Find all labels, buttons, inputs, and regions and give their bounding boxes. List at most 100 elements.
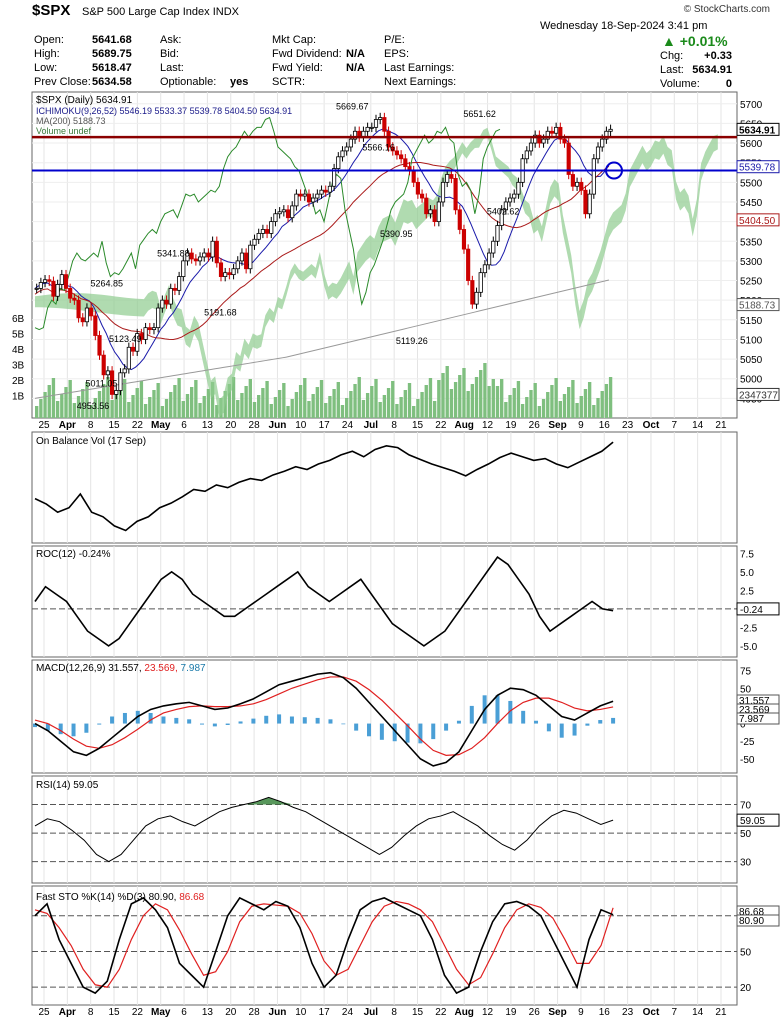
- volume-bar: [344, 398, 349, 418]
- volume-bar: [512, 388, 516, 418]
- volume-bar: [504, 402, 508, 418]
- candle-body: [344, 146, 349, 152]
- price-annotation: 5264.85: [91, 279, 124, 289]
- price-tag-label: 23.569: [739, 705, 770, 716]
- candle-body: [562, 138, 567, 144]
- candle-body: [248, 244, 253, 270]
- volume-bar: [315, 387, 320, 418]
- highlight-circle: [605, 161, 623, 180]
- price-annotation: 5566.16: [362, 142, 395, 152]
- candle-body: [63, 274, 69, 289]
- candle-body: [554, 126, 559, 134]
- candle-body: [574, 181, 580, 187]
- price-tag-label: 5404.50: [739, 216, 776, 227]
- price-tag-label: 2347377: [739, 390, 778, 401]
- volume-bar: [453, 382, 458, 418]
- volume-bar: [43, 392, 47, 418]
- y-tick-label: 5600: [740, 139, 763, 150]
- lagging-span: [34, 116, 501, 331]
- candle-body: [382, 117, 387, 132]
- candle-body: [319, 189, 324, 195]
- candle-body: [419, 193, 425, 199]
- volume-bar: [361, 400, 366, 418]
- macd-histogram-bar: [225, 723, 230, 725]
- candle-body: [130, 346, 136, 352]
- volume-bar: [122, 379, 127, 418]
- y-tick-label: 5450: [740, 198, 763, 209]
- candle-body: [181, 260, 186, 278]
- x-tick-label: Jul: [364, 420, 379, 431]
- candle-body: [143, 327, 148, 340]
- x-tick-label: Jul: [364, 1007, 379, 1018]
- volume-bar: [236, 400, 240, 418]
- quote-value: 5634.58: [92, 76, 132, 88]
- x-tick-label: Aug: [454, 1007, 473, 1018]
- candle-body: [298, 193, 303, 197]
- macd-histogram-bar: [546, 723, 551, 732]
- candle-body: [570, 174, 575, 187]
- volume-bar: [403, 390, 407, 418]
- volume-bar: [93, 398, 97, 418]
- volume-bar: [391, 381, 395, 418]
- volume-bar: [102, 384, 106, 418]
- x-tick-label: 6: [181, 420, 187, 431]
- volume-bar: [156, 383, 160, 418]
- price-tag: [736, 160, 780, 174]
- volume-bar: [324, 403, 328, 418]
- y-tick-label: 5150: [740, 316, 763, 327]
- y-tick-label: 5250: [740, 277, 763, 288]
- macd-histogram-bar: [212, 723, 217, 727]
- quote-label: Last:: [160, 62, 184, 74]
- y-tick-label: -5.0: [740, 642, 758, 653]
- candle-body: [38, 282, 43, 289]
- candle-body: [386, 130, 391, 148]
- quote-label: Fwd Yield:: [272, 62, 323, 74]
- candle-body: [415, 181, 420, 195]
- panel-frame-4: [31, 775, 738, 884]
- macd-histogram-bar: [405, 723, 410, 743]
- legend-sto: Fast STO %K(14) %D(3) 80.90, 86.68: [36, 892, 205, 903]
- candle-body: [352, 130, 358, 140]
- volume-bar: [583, 389, 588, 418]
- volume-bar: [386, 388, 391, 418]
- volume-tick-label: 6B: [12, 314, 25, 325]
- volume-bar: [286, 406, 290, 418]
- candle-body: [110, 370, 115, 395]
- x-tick-label: 7: [672, 1007, 678, 1018]
- y-tick-label: 2.5: [740, 586, 754, 597]
- candle-body: [482, 264, 487, 274]
- candle-body: [210, 240, 215, 258]
- volume-bar: [571, 380, 575, 418]
- price-tag-label: 5634.91: [739, 125, 776, 136]
- quote-value: 5618.47: [92, 62, 132, 74]
- macd-histogram-bar: [264, 715, 269, 724]
- candle-body: [177, 276, 182, 291]
- volume-tick-label: 1B: [12, 392, 25, 403]
- macd-histogram-bar: [148, 712, 153, 724]
- y-tick-label: 5700: [740, 100, 763, 111]
- macd-histogram-bar: [418, 723, 423, 744]
- volume-bar: [437, 380, 441, 418]
- volume-bar: [533, 383, 537, 418]
- candle-body: [84, 307, 90, 323]
- price-tag-label: 86.68: [739, 907, 764, 918]
- candle-body: [340, 150, 345, 158]
- price-tag: [736, 122, 780, 136]
- panel-frame-2: [31, 545, 738, 658]
- volume-bar: [252, 402, 257, 418]
- macd-histogram-bar: [174, 717, 179, 724]
- price-annotation: 5341.88: [157, 248, 190, 258]
- panel-frame-1: [31, 431, 738, 544]
- quote-label: Open:: [34, 34, 64, 46]
- candle-body: [151, 327, 157, 331]
- quote-label: EPS:: [384, 48, 410, 60]
- x-tick-label: 6: [181, 1007, 187, 1018]
- macd-histogram-bar: [495, 695, 500, 724]
- candle-body: [269, 221, 274, 234]
- x-tick-label: 22: [132, 1007, 144, 1018]
- brand-logo: © StockCharts.com: [683, 4, 770, 15]
- macd-histogram-bar: [431, 723, 436, 740]
- sto-k-line: [34, 896, 614, 995]
- up-triangle-icon: ▲: [662, 33, 676, 49]
- y-tick-label: 5050: [740, 355, 763, 366]
